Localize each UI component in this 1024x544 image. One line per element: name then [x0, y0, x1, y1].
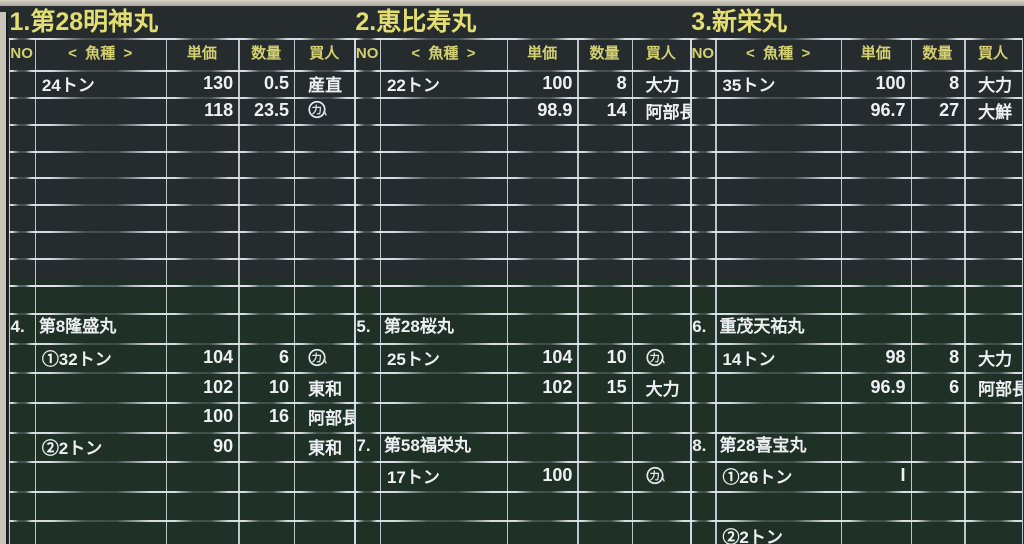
- svg-text:力: 力: [649, 351, 659, 364]
- svg-text:力: 力: [649, 469, 659, 482]
- svg-text:力: 力: [312, 104, 322, 117]
- svg-text:力: 力: [312, 351, 322, 364]
